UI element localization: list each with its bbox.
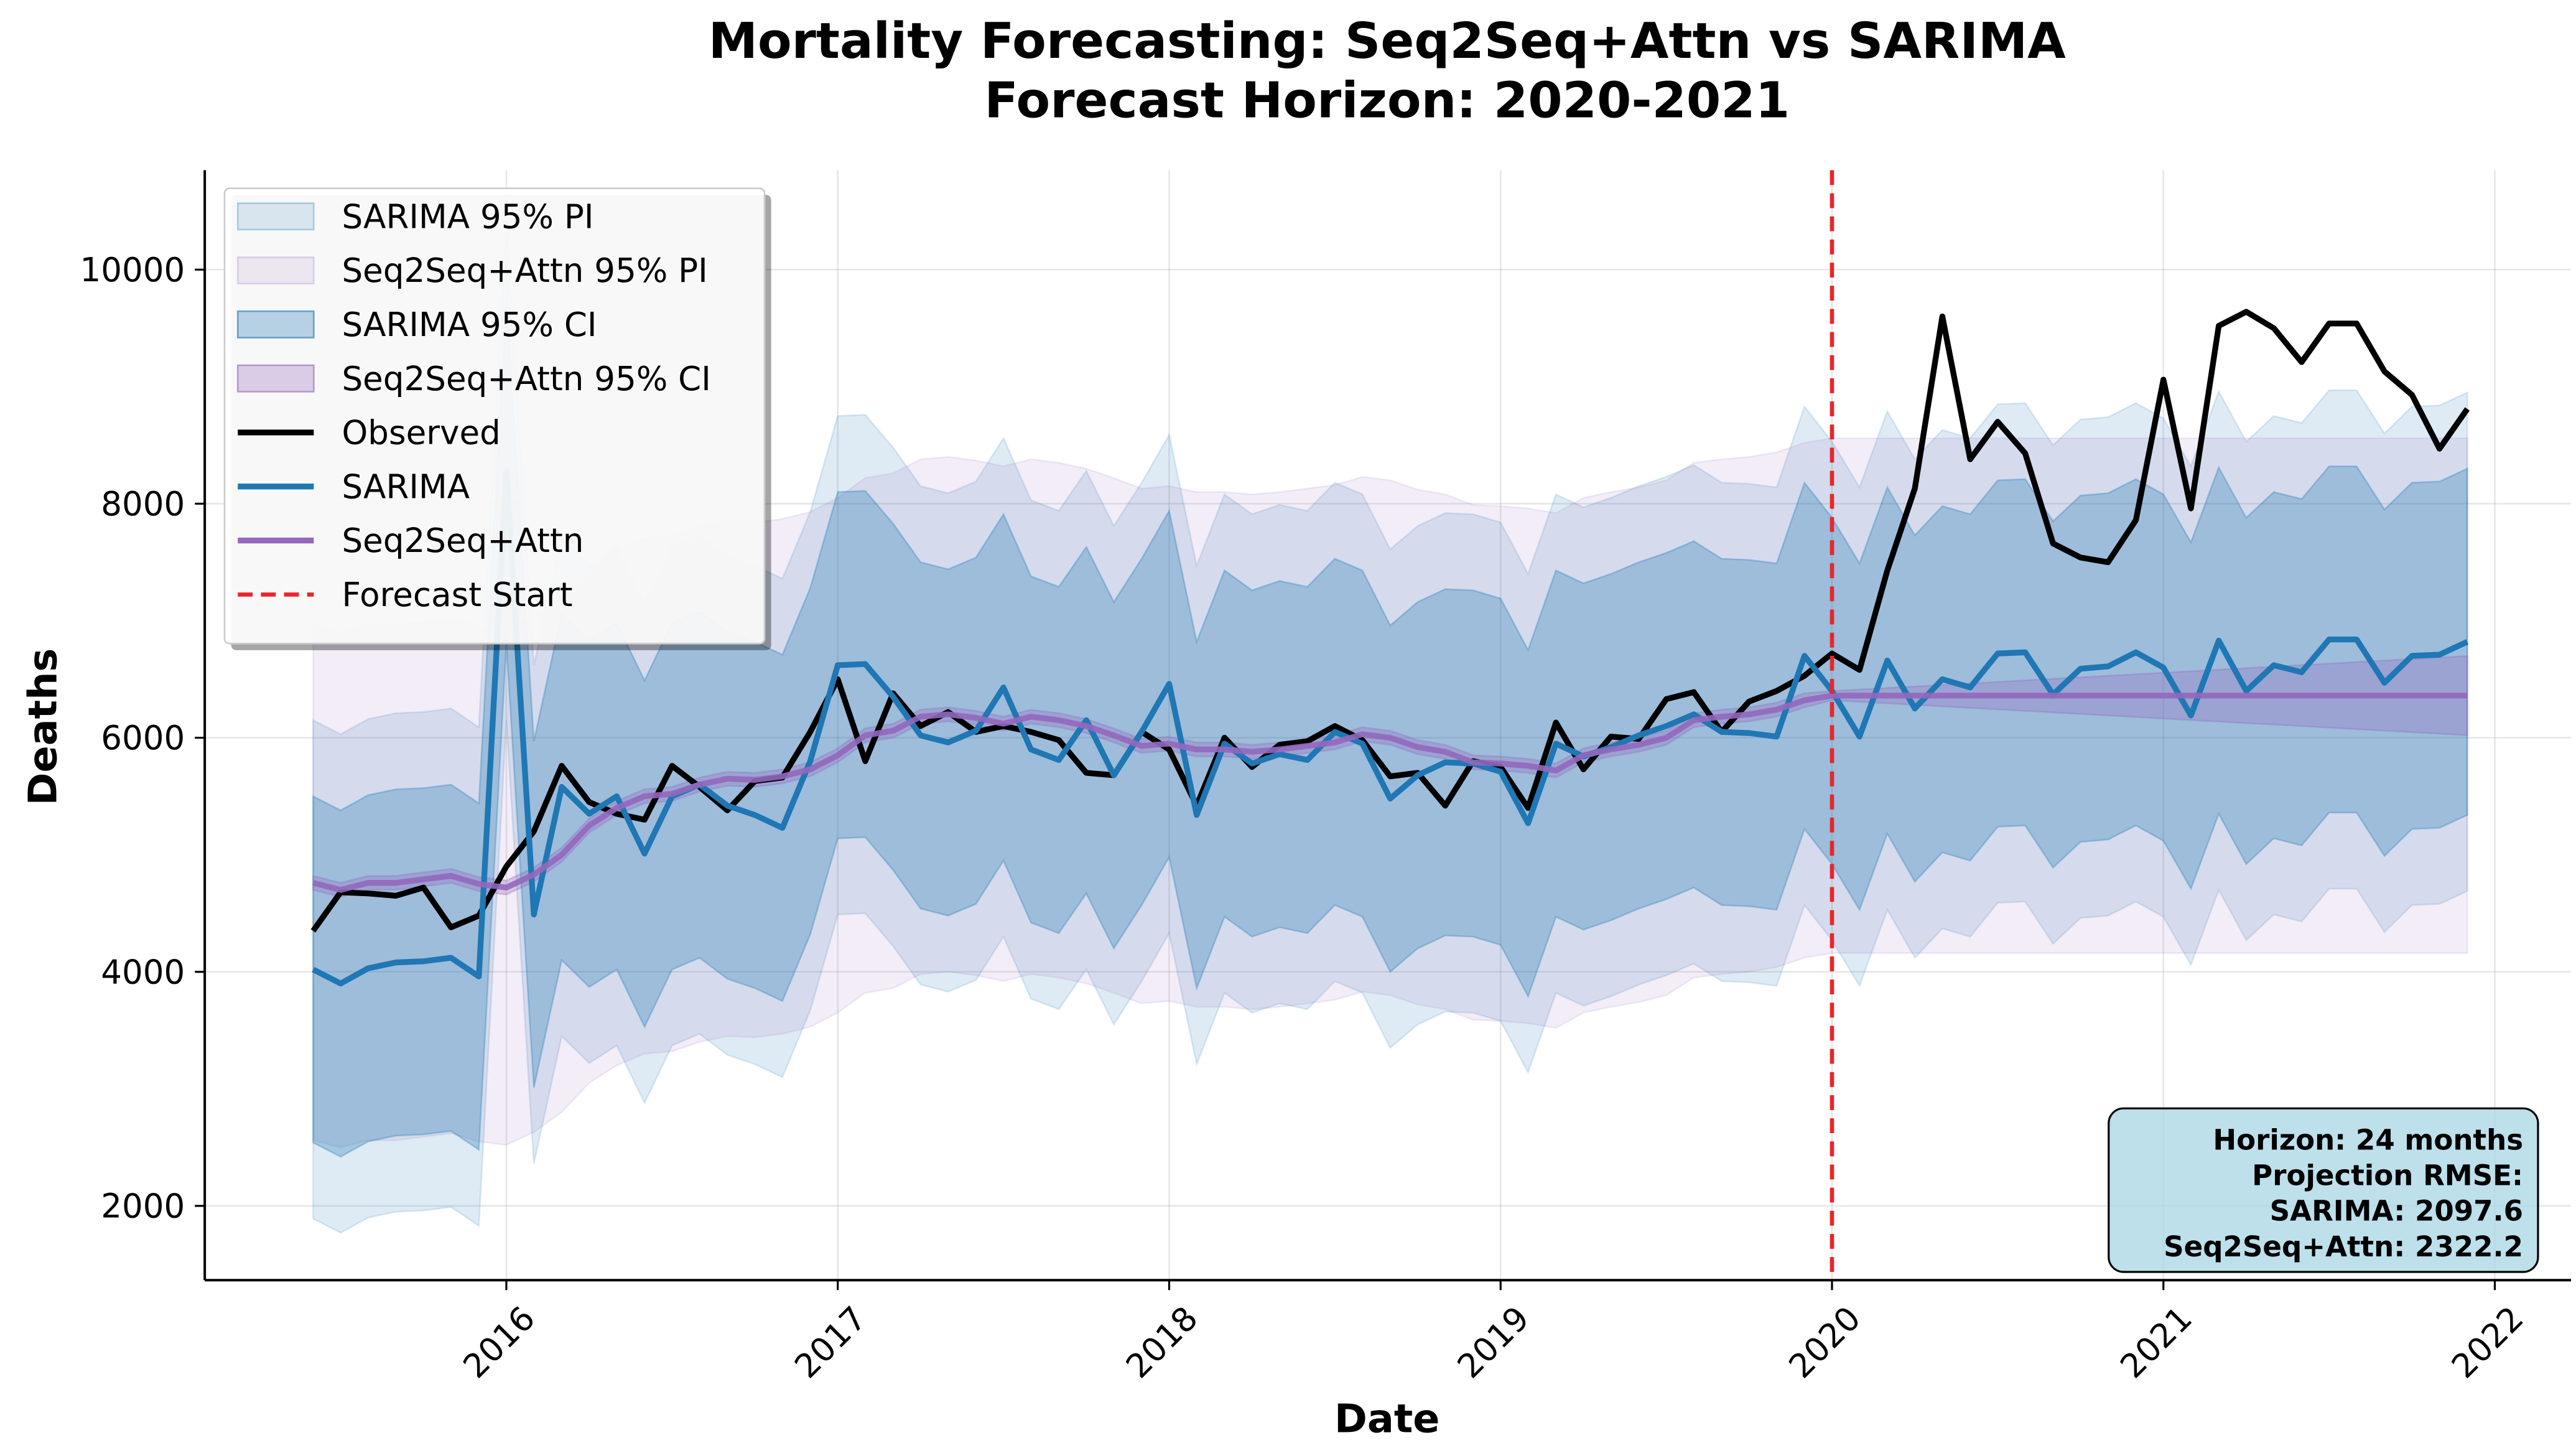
legend	[223, 187, 766, 645]
y-tick-label: 2000	[101, 1187, 185, 1225]
series-line	[310, 309, 2470, 933]
annotation-text: Projection RMSE:	[2252, 1159, 2523, 1192]
annotation-text: SARIMA: 2097.6	[2270, 1195, 2523, 1228]
series-line	[312, 693, 2468, 893]
legend-label: Observed	[342, 414, 500, 452]
legend-swatch	[236, 364, 315, 393]
confidence-band	[312, 222, 2468, 1234]
y-axis-label: Deaths	[20, 648, 66, 806]
y-tick-label: 8000	[101, 485, 185, 523]
legend-label: SARIMA 95% CI	[342, 306, 597, 344]
x-tick-label: 2017	[788, 1299, 874, 1386]
annotation-text: Seq2Seq+Attn: 2322.2	[2164, 1230, 2523, 1263]
y-tick-label: 4000	[101, 953, 185, 991]
y-tick-label: 10000	[80, 251, 185, 289]
y-tick-label: 6000	[101, 719, 185, 757]
x-tick-label: 2020	[1782, 1299, 1868, 1386]
annotation-text: Horizon: 24 months	[2213, 1124, 2523, 1157]
legend-label: Forecast Start	[342, 576, 572, 614]
legend-label: SARIMA	[342, 467, 470, 506]
x-tick-label: 2019	[1450, 1299, 1537, 1386]
x-tick-label: 2018	[1118, 1299, 1205, 1386]
annotation-box	[2108, 1107, 2539, 1273]
chart-subtitle: Forecast Horizon: 2020-2021	[984, 72, 1790, 129]
legend-swatch	[236, 310, 315, 339]
legend-label: Seq2Seq+Attn	[342, 521, 584, 560]
legend-label: SARIMA 95% PI	[342, 197, 593, 236]
x-tick-label: 2016	[456, 1299, 542, 1386]
x-tick-label: 2022	[2444, 1299, 2531, 1386]
x-tick-label: 2021	[2113, 1299, 2200, 1386]
confidence-band	[312, 297, 2468, 1158]
x-axis-label: Date	[1334, 1396, 1439, 1442]
legend-swatch	[236, 256, 315, 285]
legend-label: Seq2Seq+Attn 95% CI	[342, 360, 710, 398]
legend-label: Seq2Seq+Attn 95% PI	[342, 251, 707, 290]
chart-title: Mortality Forecasting: Seq2Seq+Attn vs S…	[709, 12, 2066, 70]
legend-swatch	[236, 202, 315, 231]
